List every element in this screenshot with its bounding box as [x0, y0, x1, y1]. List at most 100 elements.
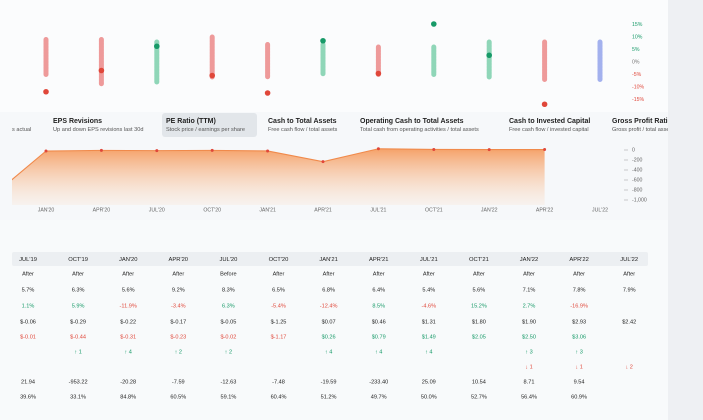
- table-cell: 5.7%: [22, 287, 35, 293]
- table-cell: ↑ 1: [74, 349, 81, 355]
- point-marker: [155, 149, 159, 153]
- point-marker: [99, 148, 103, 152]
- table-cell: $-0.31: [120, 334, 136, 340]
- area-fill: [12, 148, 545, 205]
- table-cell: 25.09: [422, 379, 436, 385]
- table-cell: $-0.01: [20, 334, 36, 340]
- column-header: APR'22: [569, 257, 588, 263]
- table-cell: $-1.25: [271, 319, 287, 325]
- table-cell: $0.46: [372, 319, 386, 325]
- content: 15% 10% 5% 0% -5% -10% -15% JAN'20 APR'20 JUL'20 O…: [12, 21, 674, 400]
- table-cell: 84.8%: [120, 394, 136, 400]
- table-cell: 21.94: [21, 379, 35, 385]
- table-header-bg: [12, 252, 648, 266]
- column-header: APR'21: [369, 257, 388, 263]
- table-cell: 6.3%: [72, 287, 85, 293]
- y-tick-label: 10%: [632, 34, 643, 40]
- table-cell: $-0.05: [220, 319, 236, 325]
- table-cell: 33.1%: [70, 394, 86, 400]
- surprise-dot: [43, 88, 49, 95]
- table-cell: $0.26: [322, 334, 336, 340]
- table-cell: $-0.44: [70, 334, 86, 340]
- y-tick-label: -5%: [632, 72, 642, 78]
- y-tick-label: -200: [632, 157, 642, 163]
- table-cell: After: [623, 271, 635, 277]
- table-cell: After: [22, 271, 34, 277]
- tab-title[interactable]: Gross Profit Ratio: [612, 118, 672, 125]
- column-header: OCT'21: [469, 257, 489, 263]
- surprise-dot: [209, 72, 215, 79]
- point-marker: [321, 160, 325, 164]
- table-cell: 50.0%: [421, 394, 437, 400]
- table-cell: After: [573, 271, 585, 277]
- y-tick-label: -15%: [632, 97, 644, 103]
- table-cell: 9.54: [574, 379, 585, 385]
- table-cell: 2.7%: [523, 303, 536, 309]
- surprise-dot: [375, 70, 382, 77]
- point-marker: [44, 149, 48, 153]
- table-cell: 49.7%: [371, 394, 387, 400]
- table-cell: $1.90: [522, 319, 536, 325]
- column-header: JAN'21: [319, 257, 338, 263]
- table-cell: $0.07: [322, 319, 336, 325]
- surprise-dot: [431, 21, 437, 27]
- x-tick-label: JUL'22: [592, 207, 608, 213]
- table-cell: 60.4%: [271, 394, 287, 400]
- table-cell: ↑ 4: [325, 349, 332, 355]
- table-cell: $1.80: [472, 319, 486, 325]
- table-cell: ↑ 4: [425, 349, 432, 355]
- tab-title[interactable]: Cash to Invested Capital: [509, 118, 590, 125]
- x-tick-label: APR'20: [93, 207, 111, 213]
- table-cell: $-0.17: [170, 319, 186, 325]
- x-tick-label: JUL'21: [370, 207, 386, 213]
- surprise-dot: [486, 52, 493, 59]
- table-cell: -233.40: [369, 379, 388, 385]
- table-cell: -7.48: [272, 379, 285, 385]
- table-cell: $1.49: [422, 334, 436, 340]
- table-cell: 5.6%: [473, 287, 486, 293]
- column-header: OCT'19: [68, 257, 88, 263]
- table-cell: 59.1%: [220, 394, 236, 400]
- table-cell: 6.3%: [222, 303, 235, 309]
- table-cell: 5.6%: [122, 287, 135, 293]
- table-cell: -11.9%: [120, 303, 137, 309]
- point-marker: [210, 148, 214, 152]
- table-cell: ↓ 2: [625, 364, 632, 370]
- scrollbar-area: [668, 0, 703, 420]
- table-cell: $0.79: [372, 334, 386, 340]
- column-header: APR'20: [169, 257, 188, 263]
- tab-title[interactable]: Cash to Total Assets: [268, 118, 337, 125]
- tab-title[interactable]: Operating Cash to Total Assets: [360, 118, 464, 125]
- surprise-dot: [264, 90, 271, 96]
- table-cell: $3.06: [572, 334, 586, 340]
- table-cell: After: [172, 271, 184, 277]
- tab-title[interactable]: EPS Revisions: [53, 118, 102, 125]
- table-cell: ↑ 2: [175, 349, 182, 355]
- x-tick-label: OCT'20: [203, 207, 221, 213]
- column-header: JAN'22: [520, 257, 539, 263]
- table-cell: 39.6%: [20, 394, 36, 400]
- selected-tab-bg[interactable]: [162, 113, 257, 137]
- tab-title[interactable]: PE Ratio (TTM): [166, 118, 216, 125]
- surprise-dot: [98, 67, 105, 74]
- table-cell: 1.1%: [22, 303, 35, 309]
- y-tick-label: 15%: [632, 22, 643, 28]
- table-cell: 6.5%: [272, 287, 285, 293]
- x-tick-label: APR'22: [536, 207, 554, 213]
- table-cell: 8.5%: [372, 303, 385, 309]
- table-cell: 7.9%: [623, 287, 636, 293]
- table-cell: $-1.17: [271, 334, 287, 340]
- tab-description: Gross profit / total assets: [612, 127, 674, 133]
- y-tick-label: -10%: [632, 84, 644, 90]
- top-chart-bg: [0, 0, 668, 112]
- tab-description: Up and down EPS revisions last 30d: [53, 127, 143, 133]
- x-tick-label: JAN'22: [481, 207, 498, 213]
- table-cell: After: [473, 271, 485, 277]
- x-tick-label: JAN'21: [259, 207, 276, 213]
- table-cell: 7.8%: [573, 287, 586, 293]
- x-tick-label: JUL'20: [149, 207, 165, 213]
- table-cell: 6.4%: [372, 287, 385, 293]
- point-marker: [543, 148, 547, 152]
